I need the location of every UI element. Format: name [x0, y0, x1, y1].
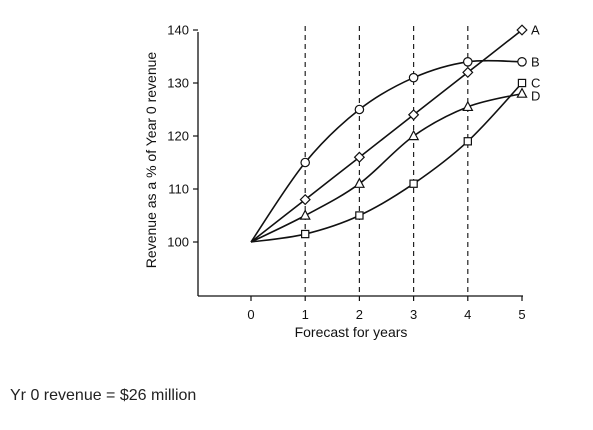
y-tick-label-100: 100: [167, 235, 189, 250]
series-label-c: C: [531, 76, 540, 91]
x-tick-label-5: 5: [518, 307, 525, 322]
y-tick-label-140: 140: [167, 23, 189, 38]
series-b: [250, 56, 527, 243]
series-d-point-3: [407, 129, 420, 141]
series-b-line: [250, 59, 523, 243]
y-tick-label-130: 130: [167, 76, 189, 91]
series-a-point-2: [353, 151, 366, 163]
y-tick-label-120: 120: [167, 129, 189, 144]
x-axis-title: Forecast for years: [295, 324, 408, 340]
x-tick-label-0: 0: [247, 307, 254, 322]
series-c: [250, 78, 527, 243]
series-b-point-4: [462, 56, 473, 67]
axes: 100 110 120 130 140 0 1 2 3 4 5: [167, 23, 525, 323]
y-axis-title: Revenue as a % of Year 0 revenue: [143, 52, 159, 269]
series-c-point-1: [301, 229, 310, 239]
series-b-point-2: [354, 104, 365, 115]
series-c-point-4: [463, 137, 473, 146]
series-a: [250, 24, 528, 243]
series-d-point-2: [353, 177, 366, 188]
series-label-b: B: [531, 54, 540, 69]
series-d-point-1: [299, 209, 311, 220]
series-d-point-5: [516, 87, 528, 98]
series-d-line: [250, 92, 523, 243]
series-lines: [250, 24, 528, 243]
series-labels: A BCD: [531, 23, 540, 104]
series-a-point-3: [407, 109, 420, 121]
series-c-point-5: [517, 78, 527, 88]
series-label-a: A: [531, 23, 540, 38]
series-d: [250, 87, 528, 243]
series-b-point-1: [300, 157, 310, 168]
footer-note: Yr 0 revenue = $26 million: [10, 387, 197, 404]
x-tick-label-4: 4: [464, 307, 471, 322]
y-tick-label-110: 110: [168, 182, 189, 197]
series-b-point-3: [408, 72, 419, 83]
series-a-point-4: [462, 66, 474, 79]
series-c-line: [250, 82, 523, 243]
series-d-point-4: [462, 100, 474, 112]
series-a-point-5: [516, 24, 528, 36]
series-b-point-5: [517, 56, 527, 67]
series-a-point-1: [299, 193, 311, 206]
series-a-line: [250, 29, 523, 243]
x-tick-label-2: 2: [356, 307, 363, 322]
series-c-point-3: [409, 179, 418, 188]
x-tick-label-3: 3: [410, 307, 417, 322]
series-label-d: D: [531, 89, 540, 104]
series-c-point-2: [355, 211, 364, 220]
x-tick-label-1: 1: [302, 307, 309, 322]
